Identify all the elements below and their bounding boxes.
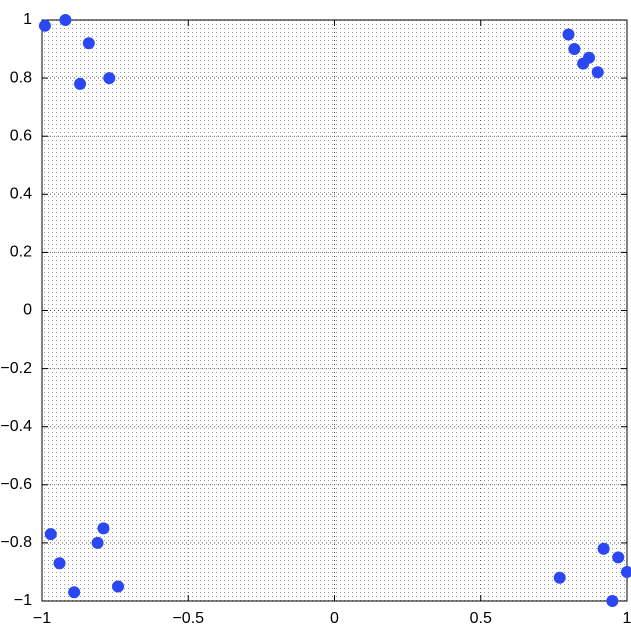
scatter-point [562,28,575,41]
x-tick-label: −1 [33,610,51,627]
y-tick-label: −0.2 [0,360,32,377]
scatter-point [44,528,57,541]
scatter-point [621,565,631,578]
y-tick-label: −0.6 [0,476,32,493]
scatter-point [53,557,66,570]
scatter-point [591,66,604,79]
y-tick-label: 0.2 [10,244,32,261]
y-tick-label: 1 [23,11,32,28]
x-tick-label: 1 [623,610,631,627]
scatter-point [82,37,95,50]
scatter-point [612,551,625,564]
y-tick-label: −0.4 [0,418,32,435]
scatter-point [103,72,116,85]
x-tick-label: −0.5 [172,610,204,627]
x-tick-label: 0 [330,610,339,627]
y-tick-label: −0.8 [0,534,32,551]
scatter-point [112,580,125,593]
y-tick-label: 0.8 [10,69,32,86]
scatter-point [59,14,72,26]
scatter-point [553,571,566,584]
scatter-point [582,51,595,64]
y-tick-label: 0 [23,302,32,319]
scatter-point [38,19,51,32]
scatter-point [568,43,581,56]
x-tick-label: 0.5 [470,610,492,627]
scatter-point [74,77,87,90]
plot-frame [41,19,628,602]
scatter-point [606,595,619,607]
scatter-point [597,542,610,555]
scatter-point [68,586,81,599]
y-tick-label: 0.6 [10,127,32,144]
scatter-point [91,536,104,549]
scatter-point [97,522,110,535]
y-tick-label: −1 [14,592,32,609]
y-tick-label: 0.4 [10,186,32,203]
